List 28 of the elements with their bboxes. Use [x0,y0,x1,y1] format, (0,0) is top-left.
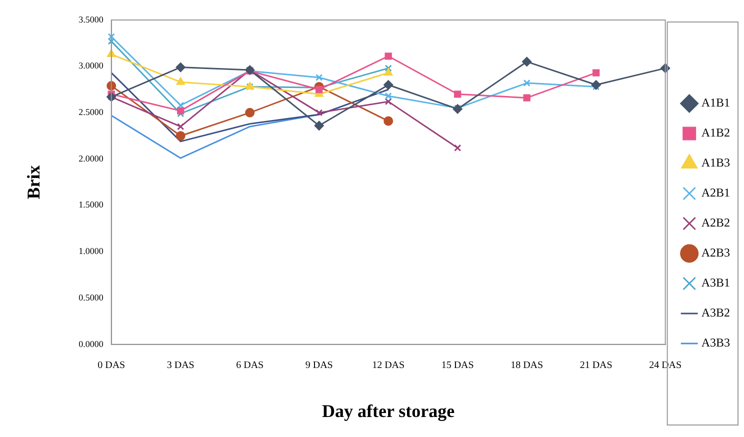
legend-label: A2B1 [701,186,730,200]
legend-label: A2B3 [701,246,730,260]
legend-label: A3B2 [701,306,730,320]
x-tick-label: 15 DAS [441,360,474,372]
legend-label: A1B2 [701,126,730,140]
legend-label: A1B1 [701,96,730,110]
y-axis-title: Brix [23,165,44,200]
y-tick-label: 0.0000 [78,338,104,349]
legend-label: A3B3 [701,336,730,350]
y-tick-label: 3.5000 [78,14,104,24]
x-tick-label: 24 DAS [649,360,682,372]
y-tick-label: 1.0000 [78,246,104,256]
legend-label: A3B1 [701,276,730,290]
x-tick-label: 0 DAS [98,360,126,372]
x-tick-label: 12 DAS [372,360,405,372]
y-tick-label: 2.0000 [78,153,104,164]
y-tick-label: 1.5000 [78,200,104,210]
legend-label: A1B3 [701,156,730,170]
x-tick-label: 21 DAS [580,360,612,372]
x-tick-label: 6 DAS [236,360,264,372]
x-tick-label: 3 DAS [166,360,194,372]
x-tick-label: 18 DAS [510,360,544,372]
y-tick-label: 3.0000 [78,60,104,71]
x-axis-title: Day after storage [322,400,455,421]
y-tick-label: 0.5000 [78,292,104,302]
x-tick-label: 9 DAS [305,360,333,372]
y-tick-label: 2.5000 [78,107,104,118]
legend-label: A2B2 [701,216,730,230]
